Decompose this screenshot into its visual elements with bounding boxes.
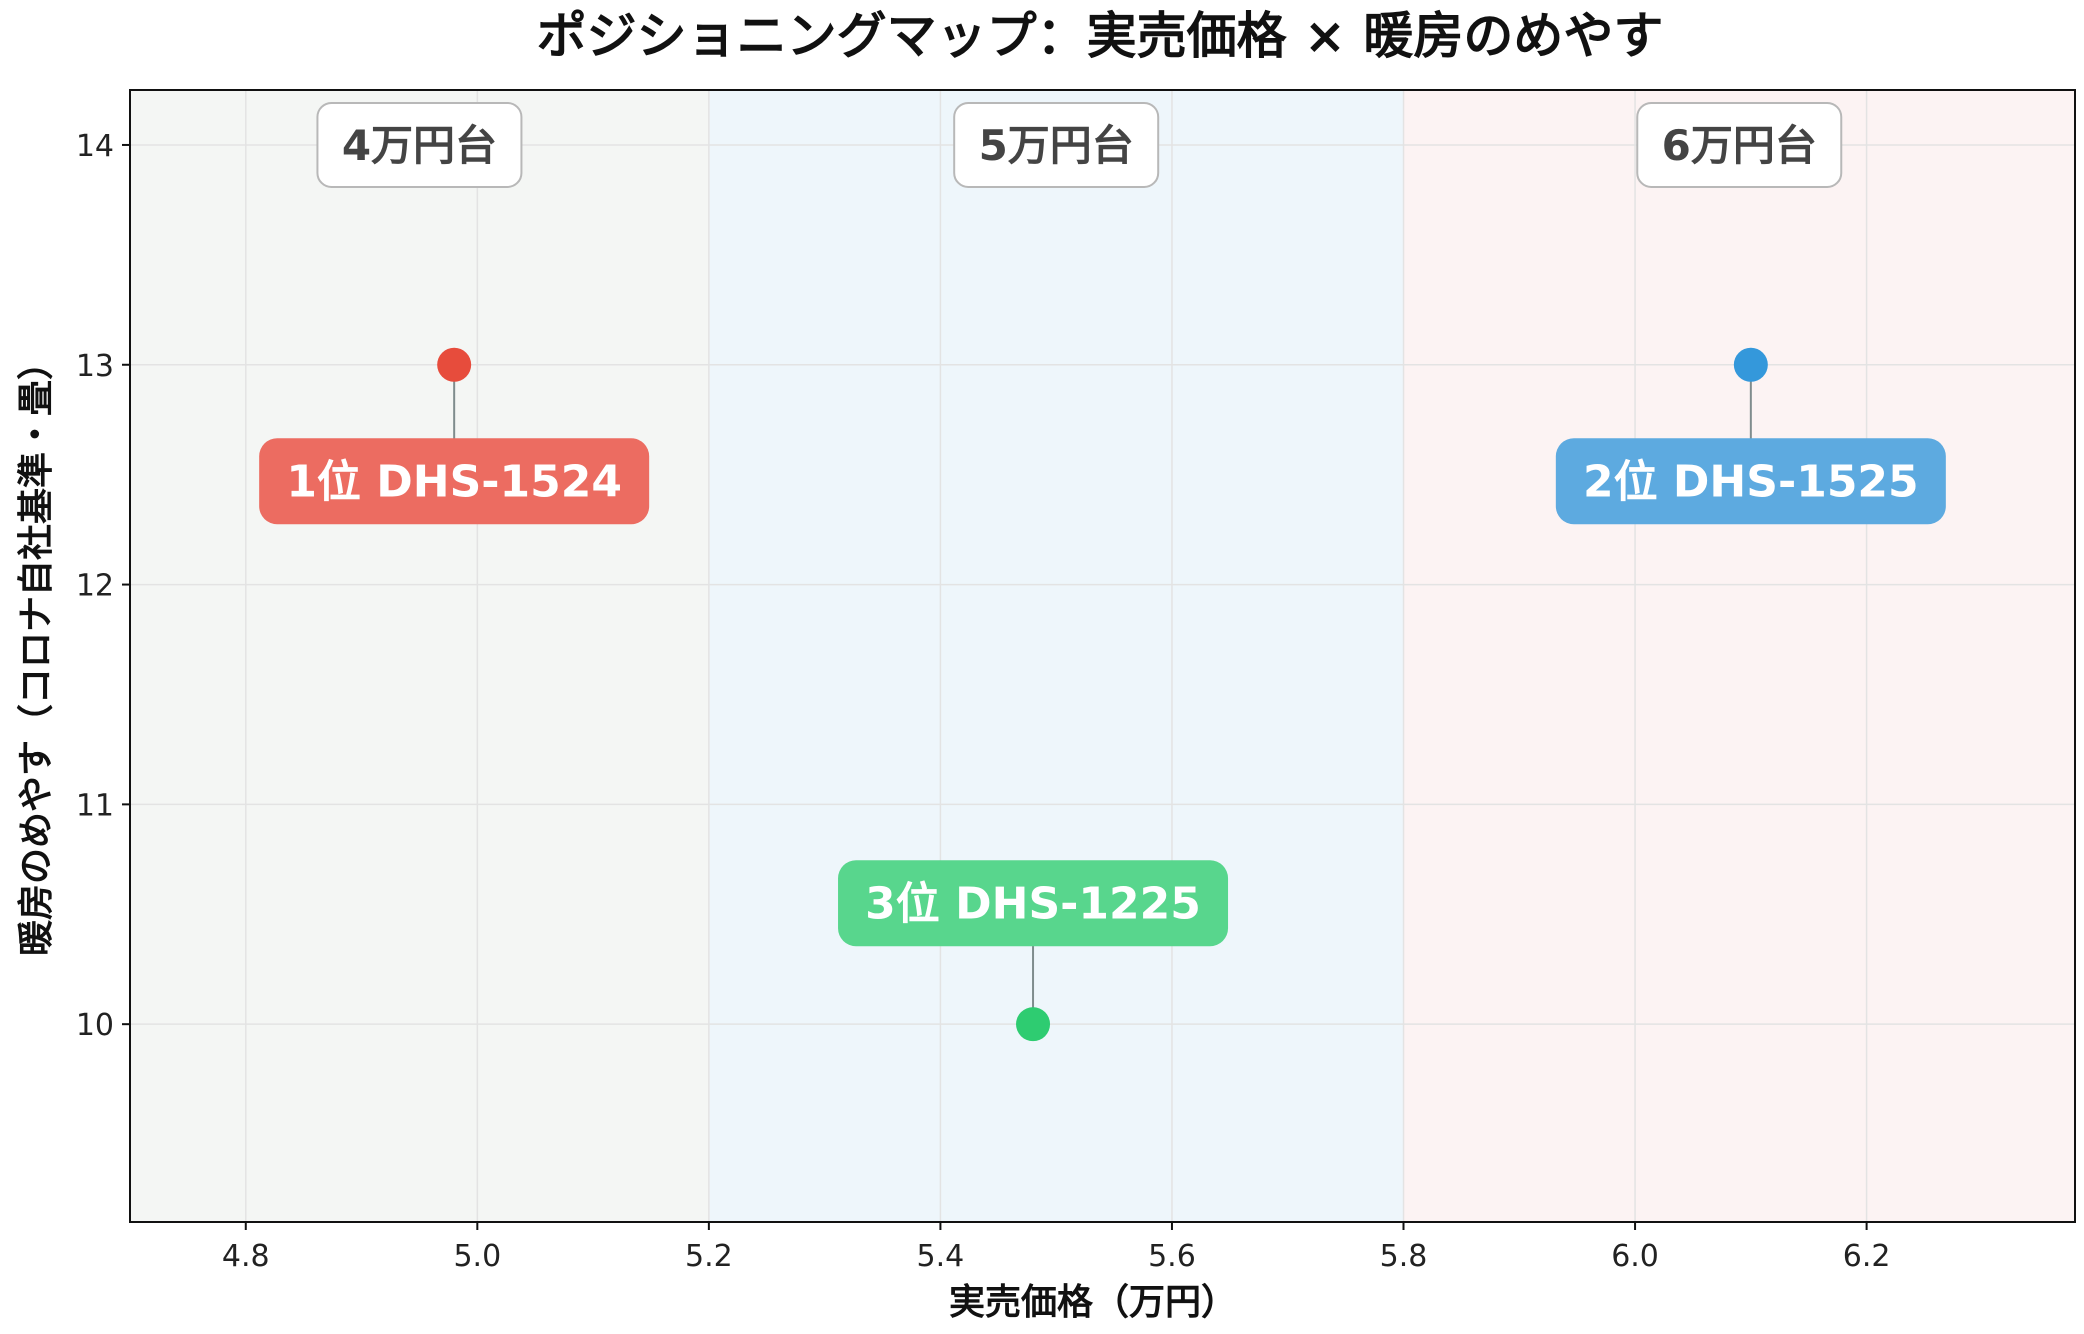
y-axis-label: 暖房のめやす（コロナ自社基準・畳） bbox=[16, 344, 57, 956]
band-label-box bbox=[1636, 101, 1843, 188]
point-label: 1位 DHS-1524 bbox=[286, 456, 622, 507]
chart-title: ポジショニングマップ：実売価格 × 暖房のめやす bbox=[537, 7, 1664, 65]
data-points bbox=[437, 347, 1768, 1042]
y-tick-label: 10 bbox=[76, 1008, 114, 1043]
x-tick-label: 4.8 bbox=[222, 1239, 270, 1274]
x-tick-label: 5.0 bbox=[453, 1239, 501, 1274]
y-tick-label: 14 bbox=[76, 129, 114, 164]
x-tick-label: 6.2 bbox=[1843, 1239, 1891, 1274]
data-point bbox=[1016, 1007, 1051, 1042]
price-band bbox=[1403, 90, 2075, 1222]
band-label-box bbox=[316, 101, 523, 188]
x-axis-label: 実売価格（万円） bbox=[949, 1282, 1237, 1323]
y-tick-label: 11 bbox=[76, 788, 114, 823]
y-axis-ticks: 10 11 12 13 14 bbox=[76, 129, 130, 1043]
band-label-box bbox=[953, 101, 1160, 188]
point-label: 2位 DHS-1525 bbox=[1583, 456, 1919, 507]
x-axis-ticks: 4.8 5.0 5.2 5.4 5.6 5.8 6.0 6.2 bbox=[222, 1222, 1891, 1274]
data-point bbox=[437, 347, 472, 382]
point-label-box bbox=[1555, 438, 1946, 525]
price-band bbox=[130, 90, 709, 1222]
x-tick-label: 5.6 bbox=[1148, 1239, 1196, 1274]
y-tick-label: 12 bbox=[76, 569, 114, 604]
x-tick-label: 5.2 bbox=[685, 1239, 733, 1274]
point-label-box bbox=[259, 438, 650, 525]
x-tick-label: 6.0 bbox=[1611, 1239, 1659, 1274]
price-bands bbox=[130, 90, 2075, 1222]
band-label: 4万円台 bbox=[342, 121, 497, 170]
point-labels: 1位 DHS-1524 2位 DHS-1525 3位 DHS-1225 bbox=[259, 438, 1946, 947]
plot-frame bbox=[129, 89, 2076, 1223]
band-label: 5万円台 bbox=[979, 121, 1134, 170]
point-label: 3位 DHS-1225 bbox=[865, 878, 1201, 929]
price-band bbox=[708, 90, 1404, 1222]
data-point bbox=[1733, 347, 1768, 382]
band-label: 6万円台 bbox=[1662, 121, 1817, 170]
y-tick-label: 13 bbox=[76, 349, 114, 384]
band-labels: 4万円台 5万円台 6万円台 bbox=[316, 101, 1843, 188]
point-label-box bbox=[838, 860, 1229, 947]
x-tick-label: 5.4 bbox=[917, 1239, 965, 1274]
x-tick-label: 5.8 bbox=[1380, 1239, 1428, 1274]
